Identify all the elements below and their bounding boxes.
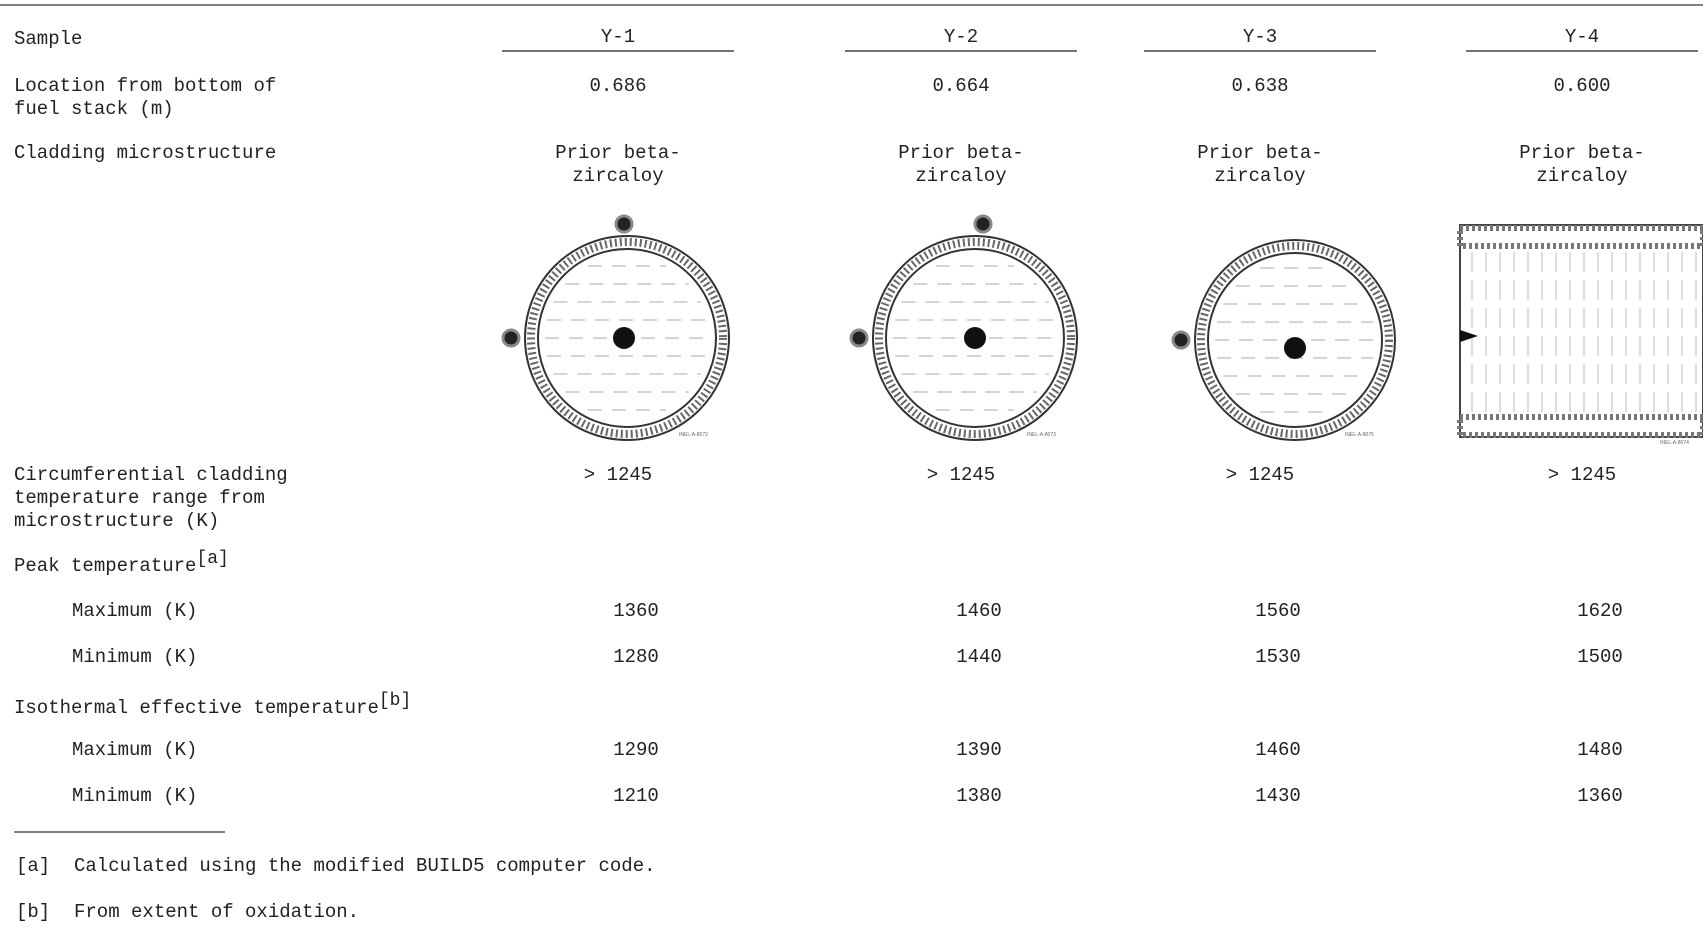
footnote-ref: [a] (196, 549, 229, 569)
row-label: Maximum (K) (72, 600, 198, 622)
cell: 1440 (956, 646, 1002, 668)
cladding-oxide (527, 238, 727, 438)
cross-sections: INEL-A-8072 INEL-A-8073 INEL-A-8075 INEL-A-… (501, 50, 1703, 446)
figure-id: INEL-A-8075 (1345, 432, 1374, 438)
thermocouple (614, 214, 634, 234)
cladding-inner (885, 248, 1065, 428)
cell: 1460 (1255, 739, 1301, 761)
cladding-inner (537, 248, 717, 428)
cell: > 1245 (926, 464, 996, 486)
thermocouple (973, 214, 993, 234)
footnote-mark: [a] (16, 855, 51, 877)
column-header: Y-2 (943, 26, 979, 48)
column-header: Y-1 (600, 26, 636, 48)
row-label: Minimum (K) (72, 785, 198, 807)
thermocouple (849, 328, 869, 348)
cell: > 1245 (583, 464, 653, 486)
header-label: Sample (14, 28, 83, 50)
cell: 1430 (1255, 785, 1301, 807)
cell: 1480 (1577, 739, 1623, 761)
footnote-text: Calculated using the modified BUILD5 com… (74, 855, 656, 877)
center-hole (964, 327, 986, 349)
cladding-outer (1194, 239, 1396, 441)
cell: 1620 (1577, 600, 1623, 622)
footnote-text: From extent of oxidation. (74, 901, 360, 923)
cladding-inner (1207, 252, 1383, 428)
cell: 1360 (613, 600, 659, 622)
cell: 1460 (956, 600, 1002, 622)
figure-id: INEL-A-8074 (1660, 440, 1689, 446)
cell: 1380 (956, 785, 1002, 807)
cladding-outer (872, 235, 1078, 441)
footnote-ref: [b] (378, 691, 412, 711)
row-label: Circumferential cladding temperature ran… (14, 464, 288, 532)
cell: 1280 (613, 646, 659, 668)
row-label: Maximum (K) (72, 739, 198, 761)
thermocouple (1460, 330, 1478, 342)
cell: Prior beta-zircaloy (555, 142, 681, 187)
cell: 1500 (1577, 646, 1623, 668)
rod-section (1459, 224, 1703, 438)
figure-id: INEL-A-8073 (1027, 432, 1056, 438)
footnote-mark: [b] (16, 901, 51, 923)
cell: > 1245 (1547, 464, 1617, 486)
row-label: Location from bottom of fuel stack (m) (14, 75, 277, 120)
cell: 0.600 (1553, 75, 1611, 97)
cell: 1390 (956, 739, 1002, 761)
cladding-oxide (1197, 242, 1393, 438)
row-label: Cladding microstructure (14, 142, 277, 164)
center-hole (613, 327, 635, 349)
cell: Prior beta-zircaloy (1519, 142, 1645, 187)
cell: 0.638 (1231, 75, 1289, 97)
cell: 1530 (1255, 646, 1301, 668)
column-header: Y-3 (1242, 26, 1278, 48)
thermocouple (1171, 330, 1191, 350)
cell: 0.686 (589, 75, 647, 97)
column-header: Y-4 (1564, 26, 1600, 48)
oxide-top (1457, 225, 1703, 249)
cell: 1290 (613, 739, 659, 761)
cell: Prior beta-zircaloy (898, 142, 1024, 187)
figure-id: INEL-A-8072 (679, 432, 708, 438)
section-label: Peak temperature[a] (14, 549, 229, 577)
thermocouple (501, 328, 521, 348)
cell: 1210 (613, 785, 659, 807)
cell: > 1245 (1225, 464, 1295, 486)
cladding-outer (524, 235, 730, 441)
row-label: Minimum (K) (72, 646, 198, 668)
cladding-oxide (875, 238, 1075, 438)
section-label: Isothermal effective temperature[b] (14, 691, 412, 719)
cell: Prior beta-zircaloy (1197, 142, 1323, 187)
cell: 1360 (1577, 785, 1623, 807)
cell: 0.664 (932, 75, 990, 97)
center-hole (1284, 337, 1306, 359)
oxide-bottom (1457, 414, 1703, 438)
cell: 1560 (1255, 600, 1301, 622)
